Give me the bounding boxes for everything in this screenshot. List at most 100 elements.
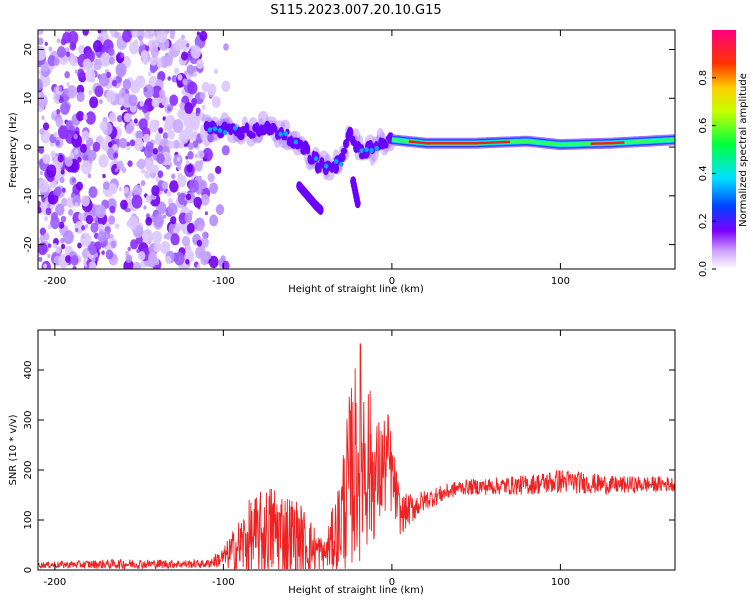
noise-blob [141, 103, 149, 114]
noise-blob [41, 115, 45, 120]
noise-blob [120, 199, 128, 210]
ridge-core [207, 127, 213, 133]
noise-blob [82, 114, 88, 121]
noise-blob [68, 208, 74, 216]
noise-blob [38, 242, 48, 256]
noise-blob [82, 58, 92, 71]
noise-blob [112, 143, 118, 151]
noise-blob [138, 251, 146, 261]
noise-blob [123, 112, 132, 123]
noise-blob [89, 96, 99, 109]
noise-blob [167, 76, 171, 81]
noise-blob [92, 141, 101, 152]
noise-blob [47, 243, 52, 248]
noise-blob [174, 67, 180, 75]
noise-blob [191, 97, 198, 106]
noise-blob [38, 37, 44, 46]
noise-blob [199, 30, 208, 42]
branch-blob [354, 198, 361, 209]
noise-blob [155, 132, 162, 141]
noise-blob [105, 249, 114, 260]
noise-blob [187, 115, 192, 122]
noise-blob [60, 243, 66, 250]
ridge-blob [338, 152, 346, 163]
noise-blob [133, 138, 144, 151]
snr-series-line [38, 343, 675, 570]
noise-blob [84, 223, 89, 229]
noise-blob [48, 46, 53, 52]
noise-blob [156, 201, 167, 215]
noise-blob [95, 204, 106, 219]
noise-blob [72, 195, 81, 207]
noise-blob [126, 220, 131, 227]
noise-blob [161, 96, 169, 106]
noise-blob [60, 237, 65, 244]
ridge-blob [250, 132, 256, 139]
noise-blob [143, 205, 147, 210]
noise-blob [73, 133, 78, 140]
spectrogram-y-tick-label: 0 [23, 144, 34, 150]
noise-blob [200, 194, 210, 206]
noise-blob [142, 229, 153, 244]
noise-blob [165, 255, 172, 265]
noise-blob [213, 68, 219, 74]
noise-blob [62, 31, 72, 44]
noise-blob [72, 177, 76, 183]
noise-blob [177, 192, 188, 205]
noise-blob [127, 216, 139, 230]
noise-blob [181, 235, 191, 247]
noise-blob [122, 30, 132, 43]
noise-blob [116, 160, 124, 171]
noise-blob [76, 91, 85, 103]
noise-blob [172, 119, 184, 134]
noise-blob [76, 110, 85, 122]
noise-blob [194, 154, 198, 159]
noise-blob [193, 71, 198, 78]
noise-blob [122, 78, 132, 91]
noise-blob [145, 45, 150, 51]
noise-blob [66, 81, 70, 87]
noise-blob [115, 62, 127, 78]
noise-blob [194, 160, 203, 172]
noise-blob [151, 185, 160, 197]
spectrogram-x-tick-label: -100 [212, 276, 235, 287]
noise-blob [80, 160, 92, 175]
spectrogram-frame [37, 29, 676, 270]
noise-blob [47, 224, 52, 230]
noise-blob [162, 214, 167, 219]
noise-blob [140, 180, 146, 187]
noise-blob [207, 83, 217, 96]
noise-blob [55, 203, 65, 216]
noise-blob [158, 127, 164, 134]
noise-blob [67, 30, 79, 45]
noise-blob [152, 147, 158, 155]
noise-blob [70, 255, 79, 266]
noise-blob [180, 51, 189, 61]
ridge-core [293, 139, 299, 145]
ridge-core [323, 163, 329, 169]
noise-blob [101, 250, 105, 256]
noise-blob [108, 47, 115, 56]
noise-blob [53, 242, 58, 249]
noise-blob [97, 30, 102, 34]
noise-blob [188, 179, 199, 193]
noise-blob [185, 160, 190, 165]
noise-blob [63, 88, 69, 95]
noise-blob [97, 231, 107, 243]
ridge-blob [304, 143, 311, 155]
spectrogram-y-tick-label: 10 [23, 92, 34, 105]
noise-blob [56, 46, 66, 58]
noise-blob [55, 139, 61, 146]
noise-blob [39, 128, 45, 135]
noise-blob [199, 92, 206, 100]
noise-blob [79, 143, 87, 153]
ridge-core [313, 156, 319, 162]
ridge-core [339, 161, 344, 167]
noise-blob [39, 235, 46, 243]
noise-blob [177, 108, 186, 120]
noise-blob [187, 81, 198, 95]
noise-blob [140, 168, 146, 174]
spectrogram-y-tick-label: -20 [23, 236, 34, 252]
noise-blob [128, 94, 138, 107]
